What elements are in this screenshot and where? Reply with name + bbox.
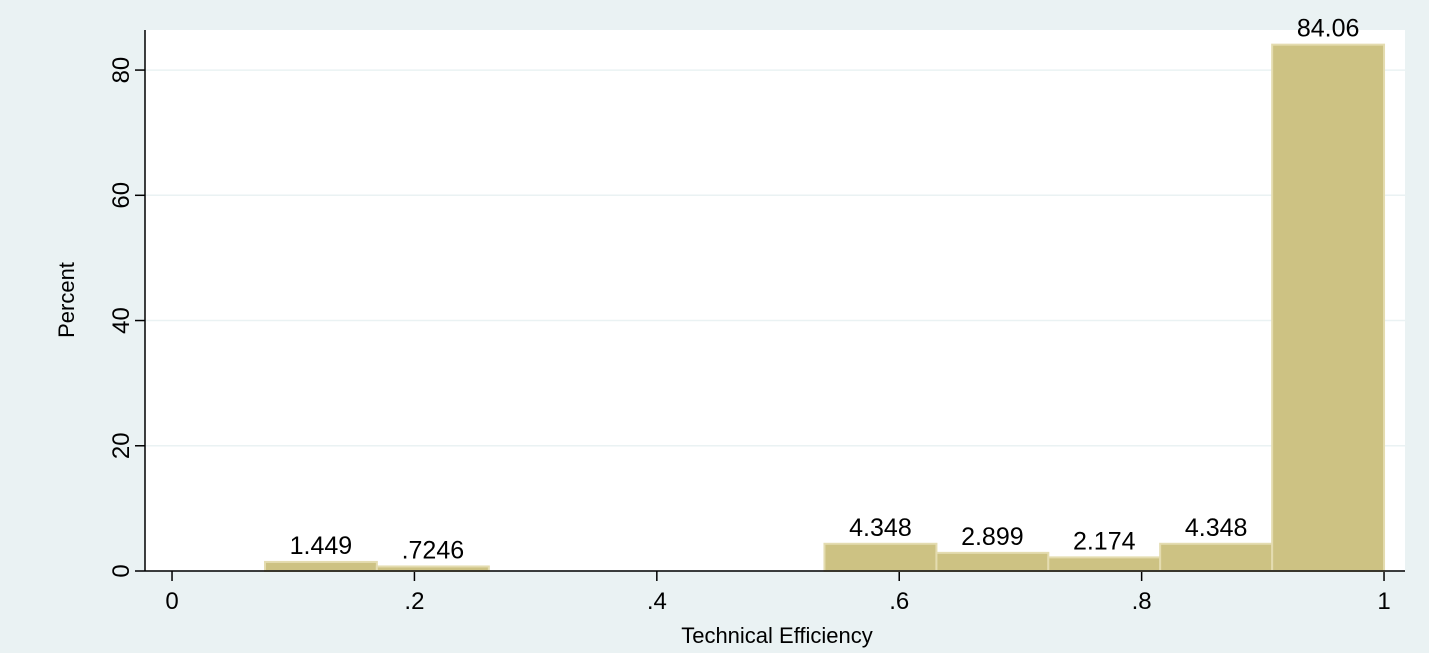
- bar: [1271, 43, 1386, 572]
- x-axis-label: Technical Efficiency: [681, 623, 873, 648]
- y-tick-label: 40: [108, 307, 135, 334]
- x-tick-label: .6: [889, 588, 909, 615]
- value-label: 2.174: [1073, 527, 1136, 555]
- x-tick-label: 0: [165, 588, 178, 615]
- y-tick-label: 60: [108, 182, 135, 209]
- x-tick-label: .4: [647, 588, 667, 615]
- value-label: 4.348: [1185, 514, 1248, 542]
- value-label: .7246: [402, 536, 465, 564]
- y-tick-label: 20: [108, 432, 135, 459]
- value-label: 84.06: [1297, 15, 1360, 43]
- bar: [1159, 542, 1274, 572]
- x-tick-label: 1: [1377, 588, 1390, 615]
- x-tick-label: .8: [1132, 588, 1152, 615]
- value-label: 4.348: [849, 514, 912, 542]
- y-axis-label: Percent: [54, 262, 79, 338]
- x-tick-label: .2: [404, 588, 424, 615]
- value-label: 1.449: [290, 532, 353, 560]
- bar: [1047, 556, 1162, 572]
- y-tick-label: 0: [108, 564, 135, 577]
- bar: [263, 560, 378, 573]
- value-label: 2.899: [961, 523, 1024, 551]
- bar: [935, 551, 1050, 573]
- bar: [823, 542, 938, 572]
- y-tick-label: 80: [108, 57, 135, 84]
- plot-area: [145, 30, 1405, 571]
